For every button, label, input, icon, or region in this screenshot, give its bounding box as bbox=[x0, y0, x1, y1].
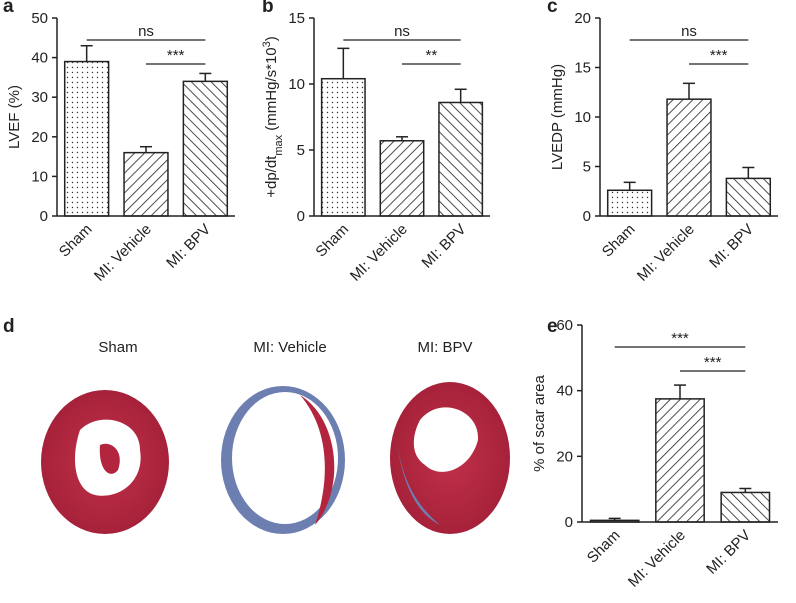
y-tick-label: 20 bbox=[574, 10, 591, 27]
significance-label: *** bbox=[671, 330, 689, 347]
significance-label: *** bbox=[710, 47, 728, 64]
significance-label: ns bbox=[681, 23, 697, 40]
panel-d: d Sham MI: Vehicle MI: BPV bbox=[3, 316, 510, 534]
bar bbox=[725, 177, 772, 217]
y-tick-label: 0 bbox=[565, 514, 573, 531]
y-tick-label: 40 bbox=[31, 50, 48, 67]
significance-label: ns bbox=[394, 23, 410, 40]
y-axis-label-part: max bbox=[273, 134, 285, 155]
x-tick-label: Sham bbox=[599, 221, 639, 261]
y-tick-label: 60 bbox=[556, 317, 573, 334]
x-tick-label: Sham bbox=[584, 527, 624, 567]
y-tick-label: 10 bbox=[574, 109, 591, 126]
bar bbox=[666, 98, 712, 217]
x-tick-label: MI: Vehicle bbox=[634, 221, 698, 285]
y-tick-label: 5 bbox=[297, 142, 305, 159]
y-tick-label: 15 bbox=[288, 10, 305, 27]
y-axis-label-part: 3 bbox=[261, 41, 273, 47]
y-tick-label: 0 bbox=[297, 208, 305, 225]
heart-section-sham bbox=[41, 390, 169, 534]
bar bbox=[379, 140, 425, 217]
y-tick-label: 50 bbox=[31, 10, 48, 27]
bar bbox=[182, 80, 229, 217]
heart-section-vehicle bbox=[221, 386, 345, 534]
image-caption: MI: BPV bbox=[417, 339, 472, 356]
y-axis-label-part: +dp/dt bbox=[263, 155, 280, 198]
y-tick-label: 10 bbox=[31, 168, 48, 185]
significance-label: *** bbox=[704, 354, 722, 371]
y-tick-label: 15 bbox=[574, 60, 591, 77]
bar bbox=[123, 151, 169, 217]
x-tick-label: MI: Vehicle bbox=[625, 527, 689, 591]
panel-letter: c bbox=[547, 0, 558, 17]
bar bbox=[320, 77, 366, 217]
y-axis-label: % of scar area bbox=[531, 374, 548, 471]
image-caption: Sham bbox=[98, 339, 137, 356]
panel-letter: e bbox=[547, 316, 558, 337]
y-tick-label: 20 bbox=[556, 448, 573, 465]
x-tick-label: Sham bbox=[56, 221, 96, 261]
y-tick-label: 10 bbox=[288, 76, 305, 93]
y-tick-label: 0 bbox=[40, 208, 48, 225]
y-axis-label-part: ) bbox=[263, 36, 280, 41]
y-axis-label: LVEF (%) bbox=[6, 85, 23, 149]
x-tick-label: MI: Vehicle bbox=[91, 221, 155, 285]
panel-letter: a bbox=[3, 0, 14, 17]
bar bbox=[655, 398, 705, 523]
significance-label: ** bbox=[425, 47, 437, 64]
y-tick-label: 20 bbox=[31, 129, 48, 146]
significance-label: *** bbox=[167, 47, 185, 64]
x-tick-label: MI: BPV bbox=[163, 221, 214, 272]
y-axis-label-part: (mmHg/s*10 bbox=[263, 47, 280, 135]
y-tick-label: 5 bbox=[583, 159, 591, 176]
x-tick-label: MI: BPV bbox=[703, 527, 754, 578]
bar bbox=[720, 491, 771, 523]
image-caption: MI: Vehicle bbox=[253, 339, 326, 356]
bar bbox=[606, 189, 653, 217]
bar bbox=[438, 101, 484, 217]
y-tick-label: 30 bbox=[31, 89, 48, 106]
x-tick-label: Sham bbox=[312, 221, 352, 261]
panel-letter: d bbox=[3, 316, 15, 337]
x-tick-label: MI: BPV bbox=[419, 221, 470, 272]
bar-chart: e % of scar area 0 20 40 60 Sham MI: Vehicle MI:… bbox=[531, 316, 778, 591]
x-tick-label: MI: BPV bbox=[706, 221, 757, 272]
panel-letter: b bbox=[262, 0, 274, 17]
bar bbox=[63, 60, 110, 217]
y-tick-label: 40 bbox=[556, 383, 573, 400]
y-axis-label: LVEDP (mmHg) bbox=[549, 64, 566, 170]
y-tick-label: 0 bbox=[583, 208, 591, 225]
x-tick-label: MI: Vehicle bbox=[347, 221, 411, 285]
heart-section-bpv bbox=[390, 382, 510, 534]
y-axis-label: +dp/dtmax (mmHg/s*103) bbox=[261, 36, 285, 198]
significance-label: ns bbox=[138, 23, 154, 40]
